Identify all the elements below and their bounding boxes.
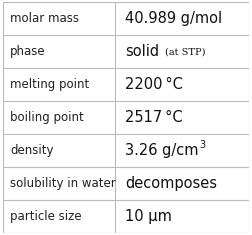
Text: (at STP): (at STP): [165, 47, 206, 56]
Text: 2517 °C: 2517 °C: [125, 110, 182, 125]
Text: solubility in water: solubility in water: [10, 177, 116, 190]
Text: boiling point: boiling point: [10, 111, 84, 124]
Text: 3.26 g/cm: 3.26 g/cm: [125, 143, 198, 158]
Text: molar mass: molar mass: [10, 12, 79, 25]
Text: phase: phase: [10, 45, 46, 58]
Text: decomposes: decomposes: [125, 176, 217, 191]
Text: 2200 °C: 2200 °C: [125, 77, 183, 92]
Text: 10 μm: 10 μm: [125, 209, 172, 224]
Text: melting point: melting point: [10, 78, 89, 91]
Text: 40.989 g/mol: 40.989 g/mol: [125, 11, 222, 26]
Text: 3: 3: [200, 140, 206, 150]
Text: particle size: particle size: [10, 210, 82, 223]
Text: density: density: [10, 144, 53, 157]
Text: solid: solid: [125, 44, 159, 59]
